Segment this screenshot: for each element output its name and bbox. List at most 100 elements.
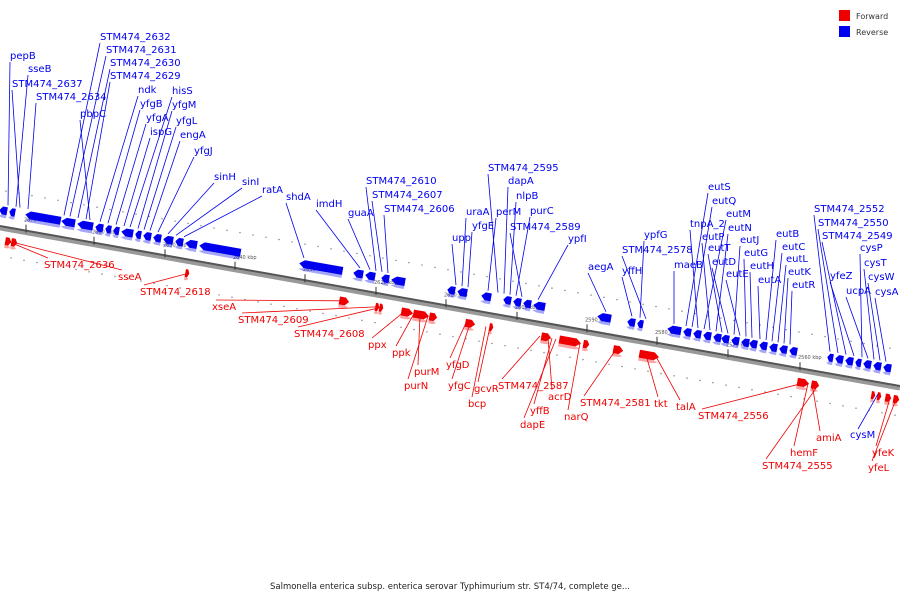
scale-dot-lower: [686, 377, 688, 379]
scale-dot-lower: [101, 273, 103, 275]
scale-dot-lower: [283, 305, 285, 308]
forward-gene-arrow-arrow: [400, 307, 414, 317]
reverse-gene-arrow-shadow: [184, 247, 197, 252]
scale-dot-lower: [738, 386, 740, 389]
reverse-gene-label: eutL: [786, 254, 808, 265]
forward-gene-arrow: [400, 307, 414, 320]
forward-gene-arrow-shadow: [612, 353, 623, 358]
scale-dot-lower: [829, 402, 831, 405]
scale-dot-lower: [465, 338, 467, 340]
reverse-gene-label: STM474_2607: [372, 190, 443, 201]
scale-dot-upper: [213, 227, 215, 229]
forward-gene-arrow: [582, 339, 590, 352]
forward-gene-arrow: [378, 303, 384, 315]
reverse-leader-line: [845, 296, 869, 359]
reverse-gene-label: eutB: [776, 229, 799, 240]
reverse-gene-label: eutE: [726, 269, 749, 280]
forward-leader-lines: [7, 241, 897, 462]
scale-dot-upper: [382, 257, 384, 259]
reverse-gene-arrow: [512, 297, 522, 310]
reverse-gene-arrow: [826, 353, 834, 366]
reverse-gene-label: pepB: [10, 51, 36, 62]
reverse-gene-arrow-shadow: [120, 236, 133, 241]
scale-dot-lower: [361, 319, 363, 322]
scale-dot-upper: [304, 243, 306, 245]
scale-dot-lower: [452, 335, 454, 338]
reverse-gene-arrow-shadow: [730, 344, 739, 349]
reverse-gene-arrow-arrow: [533, 301, 546, 311]
reverse-leader-line: [703, 219, 727, 330]
reverse-gene-arrow-shadow: [636, 327, 643, 332]
forward-gene-arrow-shadow: [338, 304, 349, 309]
scale-dot-upper: [239, 231, 241, 234]
scale-dot-lower: [322, 312, 324, 315]
scale-dot-upper: [96, 206, 98, 208]
forward-gene-labels: STM474_2636sseASTM474_2618xseASTM474_260…: [44, 260, 895, 474]
reverse-gene-arrow-shadow: [480, 300, 491, 305]
reverse-gene-arrow-arrow: [447, 286, 456, 295]
scale-dot-lower: [36, 261, 38, 264]
reverse-gene-label: STM474_2637: [12, 79, 83, 90]
reverse-gene-arrow-arrow: [637, 319, 644, 329]
reverse-gene-arrow-shadow: [862, 368, 871, 372]
reverse-gene-arrow-shadow: [882, 371, 891, 376]
tick-label: 2640 kbp: [233, 255, 257, 261]
reverse-gene-arrow-arrow: [835, 355, 844, 364]
reverse-gene-label: STM474_2550: [818, 218, 889, 229]
reverse-gene-arrow-shadow: [768, 351, 777, 356]
scale-dot-lower: [309, 310, 311, 312]
scale-dot-lower: [855, 407, 857, 409]
scale-dot-lower: [140, 280, 142, 282]
scale-dot-lower: [478, 340, 480, 342]
forward-leader-line: [417, 314, 421, 366]
reverse-gene-arrow: [788, 347, 798, 359]
scale-dot-lower: [192, 289, 194, 292]
reverse-gene-label: sinH: [214, 172, 236, 183]
forward-gene-label: yfgC: [448, 381, 471, 392]
scale-dot-upper: [590, 294, 592, 296]
reverse-gene-arrow-arrow: [77, 220, 94, 231]
scale-dot-upper: [291, 241, 293, 243]
forward-leader-line: [765, 385, 819, 460]
reverse-gene-label: cysA: [875, 287, 899, 298]
reverse-gene-arrow-shadow: [522, 307, 531, 312]
reverse-gene-arrow: [120, 228, 134, 241]
scale-dot-lower: [504, 345, 506, 347]
forward-gene-arrow-arrow: [638, 349, 659, 361]
forward-leader-line: [395, 313, 415, 347]
forward-gene-label: STM474_2581: [580, 398, 651, 409]
scale-dot-lower: [608, 363, 610, 365]
scale-dot-lower: [413, 328, 415, 331]
reverse-gene-arrow-arrow: [713, 333, 722, 343]
forward-gene-arrow: [4, 237, 12, 249]
reverse-gene-arrow-shadow: [712, 341, 721, 346]
forward-gene-label: STM474_2587: [498, 381, 569, 392]
reverse-gene-arrow-shadow: [364, 279, 375, 284]
reverse-leader-line: [783, 277, 789, 344]
forward-gene-label: ppk: [392, 348, 411, 359]
scale-dot-lower: [10, 257, 12, 259]
reverse-gene-arrow-shadow: [702, 339, 711, 344]
reverse-leader-line: [707, 253, 723, 333]
reverse-gene-arrow: [134, 230, 142, 243]
scale-dot-upper: [681, 310, 683, 312]
reverse-leader-line: [285, 202, 305, 259]
reverse-gene-label: STM474_2578: [622, 245, 693, 256]
reverse-leader-line: [467, 231, 473, 288]
reverse-gene-arrow-shadow: [532, 309, 545, 314]
forward-gene-label: yfeK: [872, 448, 895, 459]
reverse-gene-arrow: [502, 296, 512, 308]
forward-gene-arrow-shadow: [582, 347, 589, 352]
reverse-gene-arrow-shadow: [352, 277, 363, 282]
forward-leader-line: [13, 242, 123, 271]
reverse-leader-line: [701, 242, 711, 331]
scale-dot-upper: [70, 201, 72, 204]
forward-gene-arrow-shadow: [876, 399, 881, 404]
reverse-gene-arrow-shadow: [60, 225, 75, 231]
reverse-leader-line: [765, 239, 777, 341]
reverse-gene-arrow-arrow: [731, 336, 740, 346]
forward-gene-arrow: [612, 345, 624, 358]
reverse-gene-label: STM474_2589: [510, 222, 581, 233]
reverse-leader-line: [347, 218, 371, 270]
forward-gene-arrow-arrow: [378, 303, 384, 312]
